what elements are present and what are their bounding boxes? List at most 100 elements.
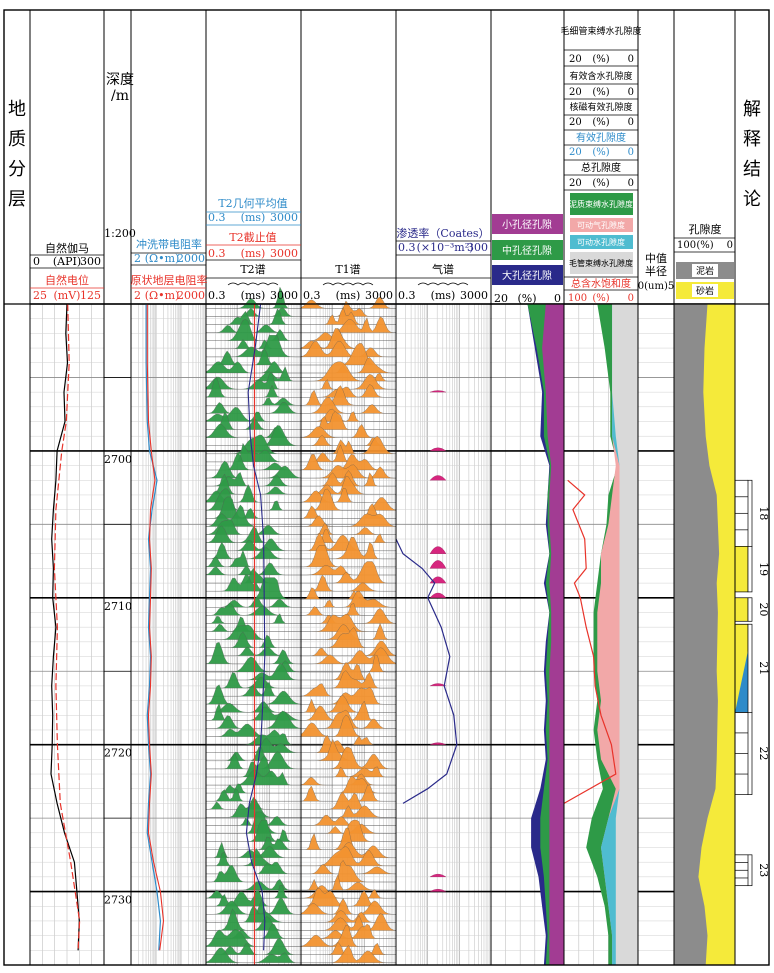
legend-cap-bound bbox=[570, 252, 633, 274]
gas-spectrum-peak bbox=[429, 390, 447, 393]
t1-spectrum bbox=[301, 735, 396, 745]
legend-movable-water bbox=[570, 235, 633, 249]
depth-title: 深度 bbox=[106, 72, 134, 88]
formation-char-2: 质 bbox=[8, 129, 26, 150]
t1-spectrum bbox=[301, 396, 396, 414]
gas-spectrum-peak bbox=[429, 873, 447, 878]
t1-spectrum bbox=[301, 945, 396, 963]
t1-min: 0.3 bbox=[303, 289, 321, 302]
legend-cap-bound-label: 毛管束缚水孔隙度 bbox=[569, 258, 633, 268]
fill-layer bbox=[205, 286, 735, 965]
interval-label: 21 bbox=[757, 661, 770, 675]
effwater-scale-unit: (%) bbox=[592, 87, 609, 98]
t1-spectrum bbox=[301, 827, 396, 850]
totpor-scale-min: 20 bbox=[569, 178, 582, 189]
gr-min: 0 bbox=[33, 255, 40, 268]
capb-scale-max: 0 bbox=[628, 54, 634, 65]
t1-spectrum bbox=[301, 686, 396, 705]
t2gm-unit: (ms) bbox=[241, 211, 266, 224]
t2-unit: (ms) bbox=[241, 289, 266, 302]
effwater-scale-min: 20 bbox=[569, 87, 582, 98]
t1-name: T1谱 bbox=[335, 262, 360, 276]
gas-spectrum-peak bbox=[429, 592, 447, 598]
t1-spectrum bbox=[300, 714, 396, 737]
conclusion-char-4: 论 bbox=[743, 189, 761, 210]
nmreff-scale-min: 20 bbox=[569, 117, 582, 128]
conclusion-char-3: 结 bbox=[743, 159, 761, 180]
t1-spectrum bbox=[301, 488, 397, 511]
sp-min: 25 bbox=[33, 289, 47, 302]
totpor-scale-max: 0 bbox=[628, 178, 634, 189]
formation-char-4: 层 bbox=[8, 189, 26, 210]
spectrum-wave-mark bbox=[227, 282, 279, 286]
header: 地 质 分 层 自然伽马 0 (API) 300 自然电位 25 (mV) 12… bbox=[8, 25, 761, 305]
pore-scale-unit: (%) bbox=[517, 292, 536, 305]
porosity-unit: (%) bbox=[696, 240, 713, 251]
conclusion-char-2: 释 bbox=[743, 129, 761, 150]
interval-bar bbox=[747, 597, 753, 622]
legend-clay-bound bbox=[570, 193, 633, 215]
nmreff-scale-unit: (%) bbox=[592, 117, 609, 128]
pore-scale-min: 20 bbox=[494, 292, 508, 305]
legend-small-pore-label: 小孔径孔隙 bbox=[502, 218, 552, 231]
effpor-scale-max: 0 bbox=[628, 147, 634, 158]
rt-max: 2000 bbox=[177, 289, 205, 302]
t1-spectrum bbox=[301, 343, 396, 366]
t1-spectrum bbox=[301, 874, 396, 891]
gas-spectrum-peak bbox=[429, 447, 447, 452]
conclusion-char-1: 解 bbox=[743, 99, 761, 120]
interval-water bbox=[735, 650, 748, 713]
t2cut-min: 0.3 bbox=[208, 247, 226, 260]
t2cut-max: 3000 bbox=[270, 247, 298, 260]
gas-spectrum-peak bbox=[429, 560, 447, 569]
median-radius-name-2: 半径 bbox=[645, 264, 667, 278]
t1-spectrum bbox=[301, 662, 396, 681]
legend-small-pore bbox=[492, 214, 563, 234]
t2-name: T2谱 bbox=[240, 262, 265, 276]
gas-min: 0.3 bbox=[398, 289, 416, 302]
t1-spectrum bbox=[301, 776, 396, 794]
t1-spectrum bbox=[301, 590, 396, 608]
t1-spectrum bbox=[301, 361, 396, 382]
perm-min: 0.3 bbox=[398, 241, 416, 254]
legend-clay-bound-label: 泥质束缚水孔隙度 bbox=[569, 199, 633, 209]
legend-large-pore-label: 大孔径孔隙 bbox=[502, 269, 552, 282]
t1-spectrum bbox=[301, 792, 396, 810]
gr-unit: (API) bbox=[53, 255, 81, 268]
legend-movable-water-label: 可动水孔隙度 bbox=[577, 237, 625, 247]
porosity-min: 100 bbox=[677, 240, 696, 251]
t2-spectrum bbox=[205, 947, 301, 963]
t1-spectrum bbox=[301, 766, 396, 778]
gr-max: 300 bbox=[80, 255, 101, 268]
depth-tick-label: 2720 bbox=[104, 747, 132, 760]
effpor-scale-unit: (%) bbox=[592, 147, 609, 158]
t2gm-max: 3000 bbox=[270, 211, 298, 224]
interval-label: 20 bbox=[757, 603, 770, 617]
legend-shale-tag bbox=[692, 264, 718, 277]
formation-char-1: 地 bbox=[8, 99, 26, 120]
depth-tick-label: 2710 bbox=[104, 600, 132, 613]
sp-name: 自然电位 bbox=[45, 273, 89, 287]
t1-spectrum bbox=[300, 924, 396, 947]
porosity-max: 0 bbox=[727, 240, 733, 251]
porosity-name: 孔隙度 bbox=[689, 222, 722, 236]
t1-spectrum bbox=[301, 640, 397, 656]
capb-scale-min: 20 bbox=[569, 54, 582, 65]
rt-curve bbox=[146, 304, 165, 951]
t1-spectrum bbox=[300, 424, 396, 438]
sp-unit: (mV) bbox=[54, 289, 81, 302]
gas-name: 气谱 bbox=[432, 262, 454, 276]
gas-max: 3000 bbox=[460, 289, 488, 302]
interval-bar bbox=[747, 546, 753, 593]
interval-label: 18 bbox=[757, 506, 770, 520]
permeability-curve bbox=[395, 538, 458, 804]
t1-spectrum bbox=[301, 327, 396, 341]
interval-bar bbox=[747, 479, 753, 547]
depth-unit: /m bbox=[111, 88, 129, 104]
sw-curve bbox=[563, 479, 617, 804]
depth-tick-label: 2700 bbox=[104, 453, 132, 466]
effwater-name: 有效含水孔隙度 bbox=[569, 70, 632, 82]
rxo-name: 冲洗带电阻率 bbox=[136, 237, 202, 251]
